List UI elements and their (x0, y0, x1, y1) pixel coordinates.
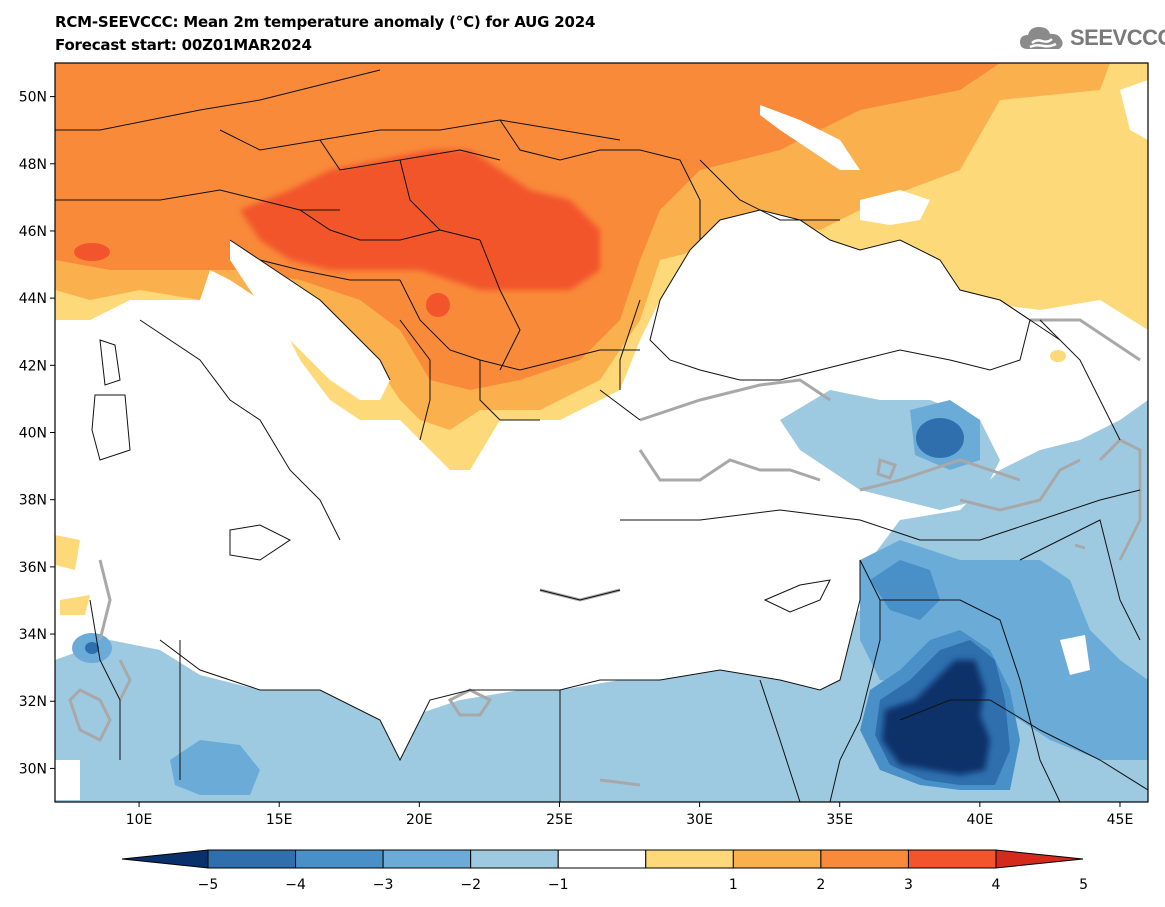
very-warm-region (240, 150, 600, 290)
warm-spot-alps (74, 243, 110, 261)
lon-label: 30E (686, 812, 713, 828)
colorbar-segment (295, 849, 384, 869)
lat-label: 34N (19, 627, 47, 643)
lat-label: 50N (19, 90, 47, 106)
colorbar-segment (907, 849, 997, 869)
lon-label: 45E (1107, 812, 1134, 828)
extreme-cool-region (882, 660, 990, 775)
country-borders (55, 69, 1148, 802)
colorbar-tick-label: −5 (198, 877, 219, 893)
longitude-axis: 10E 15E 20E 25E 30E 35E 40E 45E (126, 802, 1134, 828)
colorbar-tick-label: 3 (904, 877, 913, 893)
black-sea (650, 210, 1030, 380)
colorbar-segment (382, 849, 472, 869)
colorbar-segment (820, 849, 909, 869)
seevccc-logo: SEEVCCC (1018, 22, 1165, 54)
colorbar-segment (557, 849, 647, 869)
map-title: RCM-SEEVCCC: Mean 2m temperature anomaly… (55, 13, 596, 31)
azov-sea (860, 190, 930, 225)
colorbar-tick-label: −4 (285, 877, 306, 893)
strong-cool-region (870, 560, 940, 620)
lat-label: 42N (19, 358, 47, 374)
lat-label: 48N (19, 157, 47, 173)
lon-label: 15E (266, 812, 293, 828)
lat-label: 30N (19, 761, 47, 777)
colorbar-high-arrow (995, 849, 1084, 869)
colorbar-tick-label: −2 (460, 877, 481, 893)
lat-label: 40N (19, 426, 47, 442)
colorbar-tick-label: 5 (1079, 877, 1088, 893)
lon-label: 40E (967, 812, 994, 828)
colorbar-tick-label: 4 (992, 877, 1001, 893)
logo-text: SEEVCCC (1070, 25, 1165, 50)
colorbar-segment (645, 849, 734, 869)
warm-spot-serbia (426, 293, 450, 317)
colorbar-tick-label: 1 (729, 877, 738, 893)
lon-label: 25E (546, 812, 573, 828)
lat-label: 44N (19, 291, 47, 307)
lon-label: 35E (826, 812, 853, 828)
lat-label: 46N (19, 224, 47, 240)
caspian-area (1120, 80, 1148, 140)
lon-label: 10E (126, 812, 153, 828)
map-area (55, 63, 1148, 802)
lat-label: 36N (19, 560, 47, 576)
colorbar-low-arrow (121, 849, 209, 869)
colorbar: −5 −4 −3 −2 −1 1 2 3 4 5 (121, 849, 1088, 893)
lat-label: 38N (19, 493, 47, 509)
colorbar-tick-label: −1 (548, 877, 569, 893)
latitude-axis: 50N 48N 46N 44N 42N 40N 38N 36N 34N 32N 30N (19, 90, 55, 777)
forecast-start: Forecast start: 00Z01MAR2024 (55, 36, 312, 54)
colorbar-tick-label: 2 (816, 877, 825, 893)
lat-label: 32N (19, 694, 47, 710)
coastlines (91, 209, 1031, 762)
colorbar-segment (207, 849, 297, 869)
adriatic-sea (230, 240, 390, 400)
zero-contours (68, 318, 1142, 787)
colorbar-segment (470, 849, 559, 869)
colorbar-tick-label: −3 (373, 877, 394, 893)
colorbar-segment (732, 849, 822, 869)
mediterranean-sea (140, 270, 860, 760)
lon-label: 20E (406, 812, 433, 828)
cloud-icon (1020, 27, 1063, 49)
